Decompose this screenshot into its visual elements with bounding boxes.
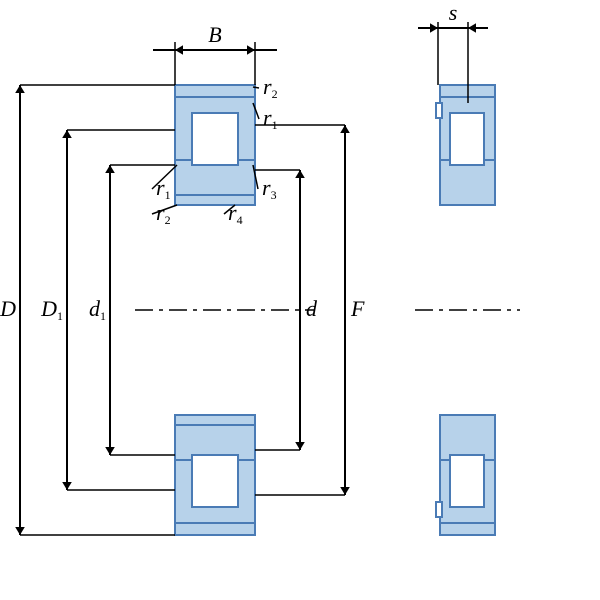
svg-text:d1: d1 [89, 296, 106, 323]
svg-text:B: B [208, 22, 221, 47]
svg-text:d: d [306, 296, 318, 321]
bearing-diagram: BDD1d1dFr2r1r1r2r3r4s [0, 0, 600, 600]
svg-text:r2: r2 [156, 200, 171, 227]
svg-text:r3: r3 [262, 175, 277, 202]
svg-text:r1: r1 [263, 105, 278, 132]
svg-text:s: s [449, 0, 458, 25]
svg-text:F: F [350, 296, 365, 321]
svg-text:r2: r2 [263, 74, 278, 101]
svg-text:D: D [0, 296, 16, 321]
svg-text:D1: D1 [40, 296, 63, 323]
